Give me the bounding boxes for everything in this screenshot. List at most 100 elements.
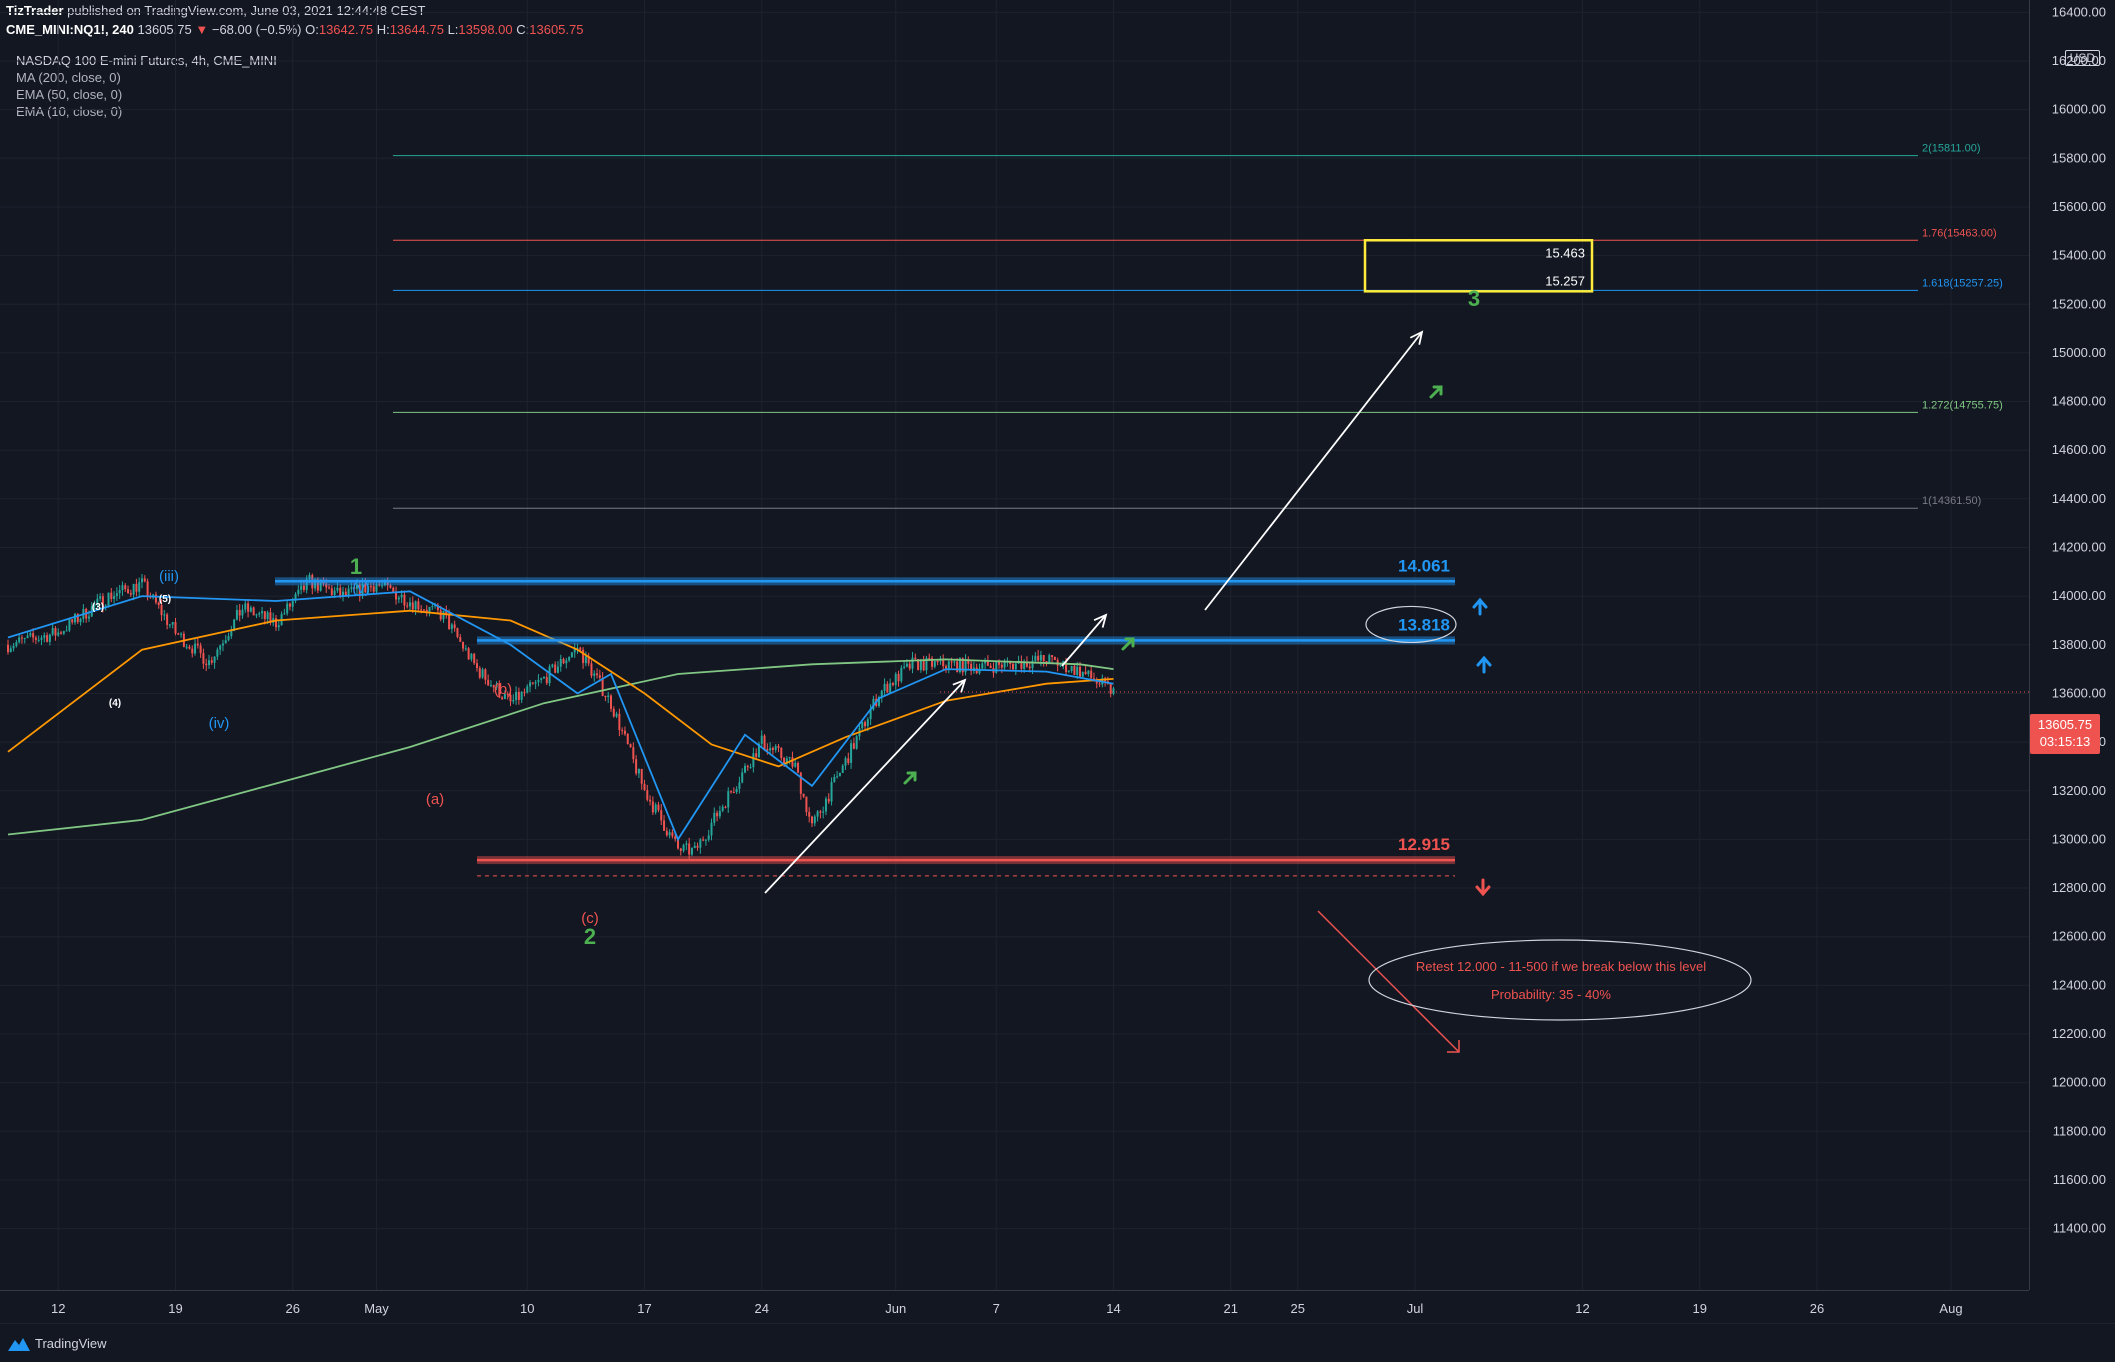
candle-body bbox=[344, 591, 347, 596]
price-tick-11: 14200.00 bbox=[2052, 540, 2106, 555]
candle-body bbox=[1053, 657, 1056, 661]
candle-body bbox=[596, 673, 599, 676]
candle-body bbox=[1112, 688, 1115, 694]
candle-body bbox=[551, 664, 554, 667]
candle-body bbox=[685, 843, 688, 845]
time-axis[interactable]: 121926May101724Jun7142125Jul121926Aug9 bbox=[0, 1290, 2029, 1323]
down-arrow-icon bbox=[1475, 878, 1491, 897]
candle-body bbox=[76, 614, 79, 623]
candle-body bbox=[235, 610, 238, 620]
candle-body bbox=[37, 639, 40, 641]
candle-body bbox=[822, 811, 825, 813]
candle-body bbox=[520, 691, 523, 700]
candle-body bbox=[808, 811, 811, 817]
candle-body bbox=[135, 583, 138, 592]
candle-body bbox=[462, 641, 465, 649]
candle-body bbox=[699, 839, 702, 848]
candle-body bbox=[1031, 660, 1034, 669]
price-tick-10: 14400.00 bbox=[2052, 491, 2106, 506]
price-chart[interactable]: 2(15811.00) 1.76(15463.00) 1.618(15257.25)… bbox=[0, 0, 2029, 1290]
candle-body bbox=[436, 605, 439, 611]
close-label: C: bbox=[516, 22, 530, 37]
candle-body bbox=[501, 697, 504, 700]
candle-body bbox=[118, 590, 121, 594]
candle-body bbox=[369, 586, 372, 588]
candle-body bbox=[389, 585, 392, 588]
fib-label-1: 1.76(15463.00) bbox=[1922, 227, 1997, 239]
candle-body bbox=[464, 648, 467, 650]
candle-body bbox=[989, 665, 992, 669]
close-value: 13605.75 bbox=[529, 22, 584, 37]
candle-body bbox=[9, 648, 12, 653]
candle-body bbox=[556, 666, 559, 673]
legend-ema10[interactable]: EMA (10, close, 0) bbox=[16, 104, 123, 119]
candle-body bbox=[96, 598, 99, 605]
candle-body bbox=[1028, 666, 1031, 669]
fib-label-0: 2(15811.00) bbox=[1922, 143, 1981, 155]
time-tick-12: Jul bbox=[1407, 1301, 1424, 1316]
fib-label-3: 1.272(14755.75) bbox=[1922, 399, 2003, 411]
wave-v-label: (v) bbox=[352, 580, 370, 597]
candle-body bbox=[339, 587, 342, 597]
time-tick-10: 21 bbox=[1224, 1301, 1238, 1316]
candle-body bbox=[1098, 683, 1101, 685]
published-text: published on TradingView.com, June 03, 2… bbox=[63, 3, 426, 18]
candle-body bbox=[618, 713, 621, 731]
tradingview-logo[interactable]: TradingView bbox=[8, 1336, 107, 1351]
candle-body bbox=[269, 612, 272, 623]
green-arrow-icon bbox=[1121, 637, 1135, 651]
time-tick-8: 7 bbox=[993, 1301, 1000, 1316]
candle-body bbox=[1081, 671, 1084, 677]
candle-body bbox=[18, 637, 21, 643]
time-tick-7: Jun bbox=[885, 1301, 906, 1316]
candle-body bbox=[713, 812, 716, 823]
candle-body bbox=[308, 575, 311, 580]
candle-body bbox=[364, 583, 367, 593]
wave-iii-label: (iii) bbox=[159, 568, 179, 585]
candle-body bbox=[476, 663, 478, 669]
candle-body bbox=[487, 679, 490, 686]
wave-c-label: (c) bbox=[581, 910, 599, 927]
candle-body bbox=[467, 648, 470, 660]
candle-body bbox=[936, 660, 939, 662]
target-box bbox=[1363, 239, 1594, 293]
candle-body bbox=[275, 618, 277, 628]
candle-body bbox=[79, 618, 82, 623]
candle-body bbox=[1020, 661, 1023, 669]
candle-body bbox=[562, 658, 565, 664]
indicator-legend: NASDAQ 100 E-mini Futures, 4h, CME_MINI … bbox=[16, 52, 277, 120]
candle-body bbox=[395, 591, 398, 600]
legend-ema50[interactable]: EMA (50, close, 0) bbox=[16, 87, 123, 102]
candle-body bbox=[565, 660, 568, 664]
candle-body bbox=[537, 679, 540, 683]
annotation-line-1: Retest 12.000 - 11-500 if we break below… bbox=[1416, 959, 1706, 974]
candle-body bbox=[484, 669, 487, 680]
candle-body bbox=[780, 747, 783, 758]
open-label: O: bbox=[305, 22, 319, 37]
candle-body bbox=[180, 633, 183, 635]
price-tick-1: 16200.00 bbox=[2052, 53, 2106, 68]
candle-body bbox=[411, 602, 414, 610]
price-axis[interactable]: USD 16400.00 16200.00 16000.00 15800.00 1560… bbox=[2029, 0, 2115, 1290]
candle-body bbox=[425, 609, 428, 612]
candle-body bbox=[735, 788, 738, 793]
price-tick-4: 15600.00 bbox=[2052, 199, 2106, 214]
candle-body bbox=[657, 804, 660, 811]
candle-body bbox=[752, 753, 755, 768]
ma200-line bbox=[7, 658, 1114, 836]
candle-body bbox=[65, 630, 68, 632]
candle-body bbox=[967, 659, 970, 664]
candle-body bbox=[654, 804, 657, 813]
candle-body bbox=[559, 658, 562, 667]
candle-body bbox=[353, 587, 356, 589]
candle-body bbox=[498, 684, 501, 698]
candle-body bbox=[610, 695, 612, 709]
price-tick-18: 12800.00 bbox=[2052, 880, 2106, 895]
candle-body bbox=[590, 663, 593, 676]
candle-body bbox=[409, 602, 411, 607]
candle-body bbox=[208, 660, 210, 666]
candle-body bbox=[855, 736, 858, 749]
candle-body bbox=[1042, 655, 1045, 662]
legend-ma200[interactable]: MA (200, close, 0) bbox=[16, 70, 121, 85]
candle-body bbox=[704, 839, 707, 841]
